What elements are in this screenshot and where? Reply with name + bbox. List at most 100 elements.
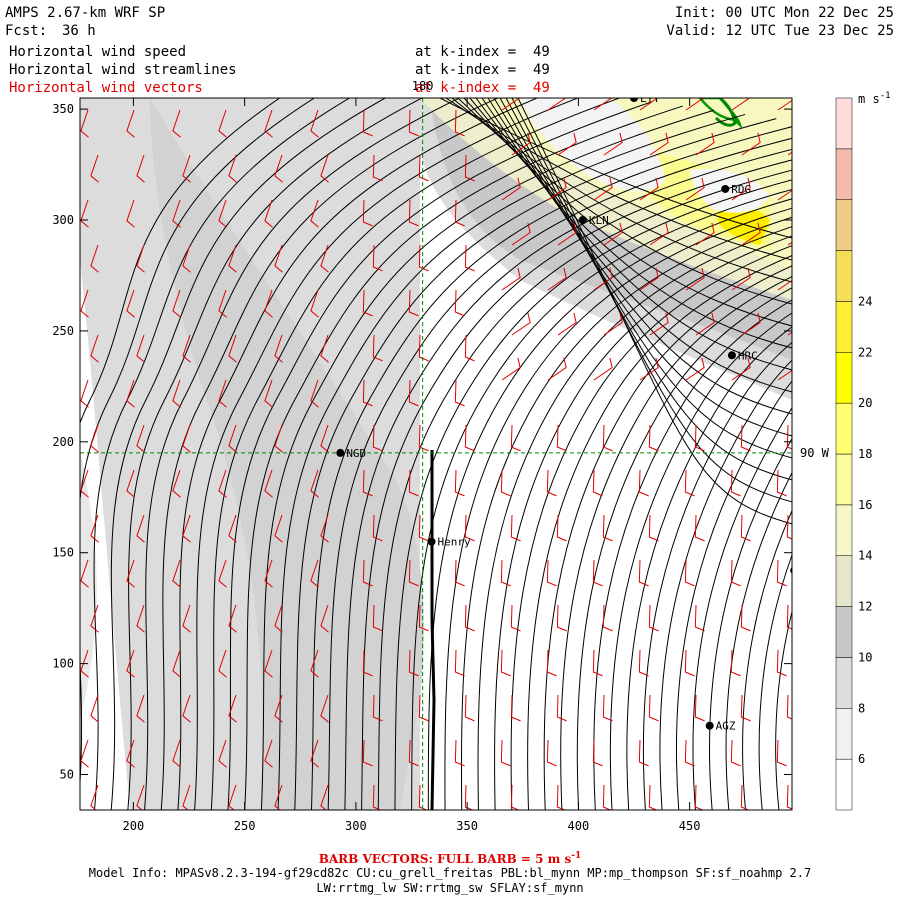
wind-barb (649, 222, 669, 246)
wind-barb (593, 267, 613, 291)
streamline (460, 216, 792, 810)
y-tick-label: 250 (52, 324, 74, 338)
wind-barb (218, 469, 227, 498)
wind-barb (418, 604, 429, 632)
wind-barb (602, 694, 613, 722)
wind-barb (418, 424, 429, 452)
wind-barb (228, 784, 237, 810)
streamlines (80, 98, 792, 810)
wind-barb (228, 604, 237, 633)
wind-barb (320, 244, 329, 273)
wind-barb (593, 98, 613, 111)
wind-barb (218, 379, 227, 408)
streamline (675, 380, 792, 810)
wind-barb (500, 739, 511, 767)
colorbar-label: 14 (858, 549, 872, 563)
wind-barb (218, 289, 227, 318)
wind-barb (638, 739, 649, 767)
wind-barb (454, 469, 465, 497)
wind-barb (740, 424, 751, 452)
wind-barb (510, 694, 521, 722)
wind-barb (136, 604, 145, 633)
wind-barb (418, 514, 429, 542)
wind-barb (546, 649, 557, 677)
station-label: HRC (738, 349, 758, 362)
model-info-2: LW:rrtmg_lw SW:rrtmg_sw SFLAY:sf_mynn (316, 881, 584, 895)
streamline (758, 553, 792, 810)
wind-barb (80, 289, 89, 318)
wind-barb (362, 109, 373, 137)
wind-barb (418, 244, 429, 272)
wind-barb (454, 649, 465, 677)
wind-barb (274, 604, 283, 633)
station-marker (721, 184, 730, 193)
wind-barb (320, 694, 329, 723)
wind-barb (264, 649, 273, 678)
wind-barb (730, 739, 741, 767)
wind-barb (80, 649, 89, 678)
wind-barb (730, 559, 741, 587)
wind-barb (320, 514, 329, 543)
wind-barb (684, 559, 695, 587)
wind-barb (501, 177, 521, 201)
wind-barb (264, 289, 273, 318)
colorbar-label: 24 (858, 294, 872, 308)
wind-barb (172, 109, 181, 138)
wind-barb (182, 154, 191, 183)
wind-barb (694, 694, 705, 722)
streamline (377, 169, 792, 810)
station-marker (790, 567, 792, 574)
wind-barb (639, 177, 659, 201)
wind-barb (684, 649, 695, 677)
wind-barb (557, 132, 577, 156)
wind-barb (126, 379, 135, 408)
wind-barb (546, 559, 557, 587)
streamline (80, 98, 281, 425)
y-tick-label: 150 (52, 546, 74, 560)
field-level-speed: at k-index = 49 (415, 44, 550, 60)
wind-barb (546, 469, 557, 497)
wind-barb (136, 694, 145, 723)
wind-barb (741, 132, 761, 156)
wind-barb (274, 514, 283, 543)
wind-barb (408, 559, 419, 587)
wind-barb (418, 334, 429, 362)
wind-barb (372, 154, 383, 182)
wind-barb (454, 109, 465, 137)
wind-barb (695, 222, 715, 246)
station-marker (630, 98, 639, 102)
barb-note: BARB VECTORS: FULL BARB = 5 m s-1 (318, 851, 582, 866)
colorbar-label: 20 (858, 396, 872, 410)
wind-barb (218, 649, 227, 678)
wind-barb (408, 379, 419, 407)
init-time: Init: 00 UTC Mon 22 Dec 25 (674, 5, 894, 21)
wind-barb (603, 132, 623, 156)
wind-barb (592, 559, 603, 587)
wind-barb (511, 312, 531, 336)
coastline-2 (714, 98, 737, 127)
colorbar-swatch (835, 250, 853, 302)
streamline (327, 137, 792, 810)
colorbar-swatch (835, 301, 853, 353)
wind-barb (228, 334, 237, 363)
wind-barb (90, 604, 99, 633)
wind-barb (264, 379, 273, 408)
wind-barb (372, 424, 383, 452)
station-marker (427, 537, 436, 546)
wind-barb (264, 559, 273, 588)
wind-barb (362, 289, 373, 317)
wind-barb (310, 379, 319, 408)
wind-barb (602, 604, 613, 632)
colorbar-swatch (835, 504, 853, 556)
model-info: Model Info: MPASv8.2.3-194-gf29cd82c CU:… (88, 866, 812, 880)
wind-barb (547, 177, 567, 201)
wind-barb (218, 199, 227, 228)
wind-barb (685, 98, 705, 111)
colorbar-swatch (835, 199, 853, 251)
stations: LYT RDG KLN HRC NGD Henry AGZ (336, 98, 792, 733)
wind-barb (546, 739, 557, 767)
wind-barb (685, 267, 705, 291)
wind-barb (694, 604, 705, 632)
wind-barb (362, 739, 373, 767)
wind-barb (638, 469, 649, 497)
